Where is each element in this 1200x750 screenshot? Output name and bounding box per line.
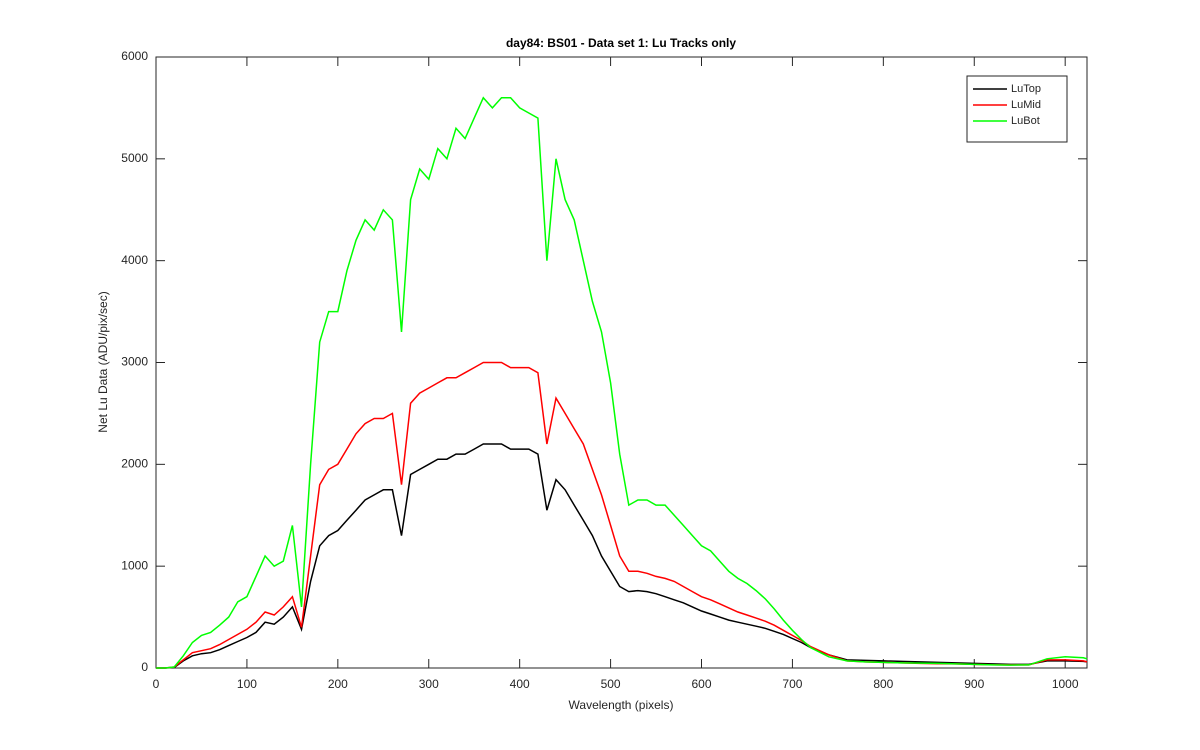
y-tick-label: 6000 (121, 49, 148, 63)
y-tick-label: 0 (141, 660, 148, 674)
y-tick-label: 3000 (121, 355, 148, 369)
x-tick-label: 1000 (1052, 677, 1079, 691)
x-tick-label: 500 (601, 677, 621, 691)
legend-label: LuBot (1011, 115, 1040, 127)
chart-title: day84: BS01 - Data set 1: Lu Tracks only (506, 36, 736, 50)
x-tick-label: 400 (510, 677, 530, 691)
x-tick-label: 100 (237, 677, 257, 691)
plot-area (155, 56, 1088, 669)
x-tick-label: 200 (328, 677, 348, 691)
x-tick-label: 0 (153, 677, 160, 691)
y-tick-label: 4000 (121, 253, 148, 267)
y-tick-label: 1000 (121, 558, 148, 572)
series-line (156, 96, 1088, 669)
x-tick-label: 600 (691, 677, 711, 691)
y-axis-label: Net Lu Data (ADU/pix/sec) (96, 291, 110, 432)
legend-label: LuMid (1011, 99, 1041, 111)
y-tick-label: 2000 (121, 457, 148, 471)
legend-box (966, 75, 1068, 143)
x-axis-label: Wavelength (pixels) (569, 698, 674, 712)
series-line (156, 361, 1088, 669)
x-tick-label: 800 (873, 677, 893, 691)
x-tick-label: 900 (964, 677, 984, 691)
x-tick-label: 700 (782, 677, 802, 691)
x-tick-label: 300 (419, 677, 439, 691)
legend-label: LuTop (1011, 83, 1041, 95)
y-tick-label: 5000 (121, 151, 148, 165)
